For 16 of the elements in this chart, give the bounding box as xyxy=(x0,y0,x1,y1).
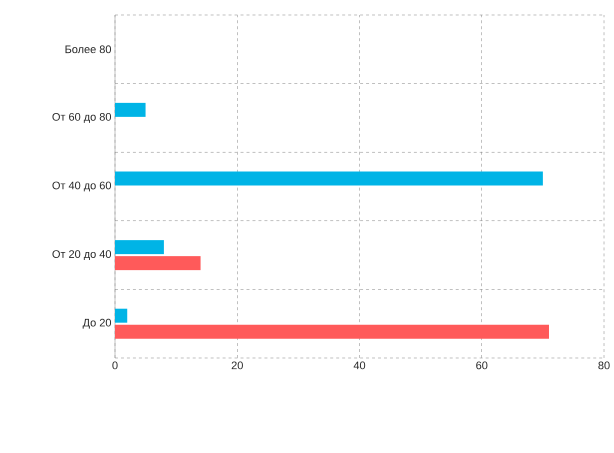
bar xyxy=(115,324,549,339)
y-tick-label: Более 80 xyxy=(66,45,112,54)
bar xyxy=(115,102,146,117)
y-tick-label: До 20 xyxy=(82,318,112,329)
x-tick-label: 40 xyxy=(354,362,366,370)
x-tick-label: 0 xyxy=(112,362,118,370)
y-tick-label: От 20 до 40 xyxy=(52,250,112,260)
bar xyxy=(115,172,543,186)
x-tick-label: 20 xyxy=(232,362,243,370)
bar xyxy=(115,256,201,270)
y-tick-label: От 60 до 80 xyxy=(52,112,112,123)
x-tick-label: 80 xyxy=(598,362,610,370)
bar xyxy=(115,308,128,323)
x-tick-label: 60 xyxy=(476,362,488,370)
bar xyxy=(115,240,164,254)
y-tick-label: От 40 до 60 xyxy=(52,182,112,192)
